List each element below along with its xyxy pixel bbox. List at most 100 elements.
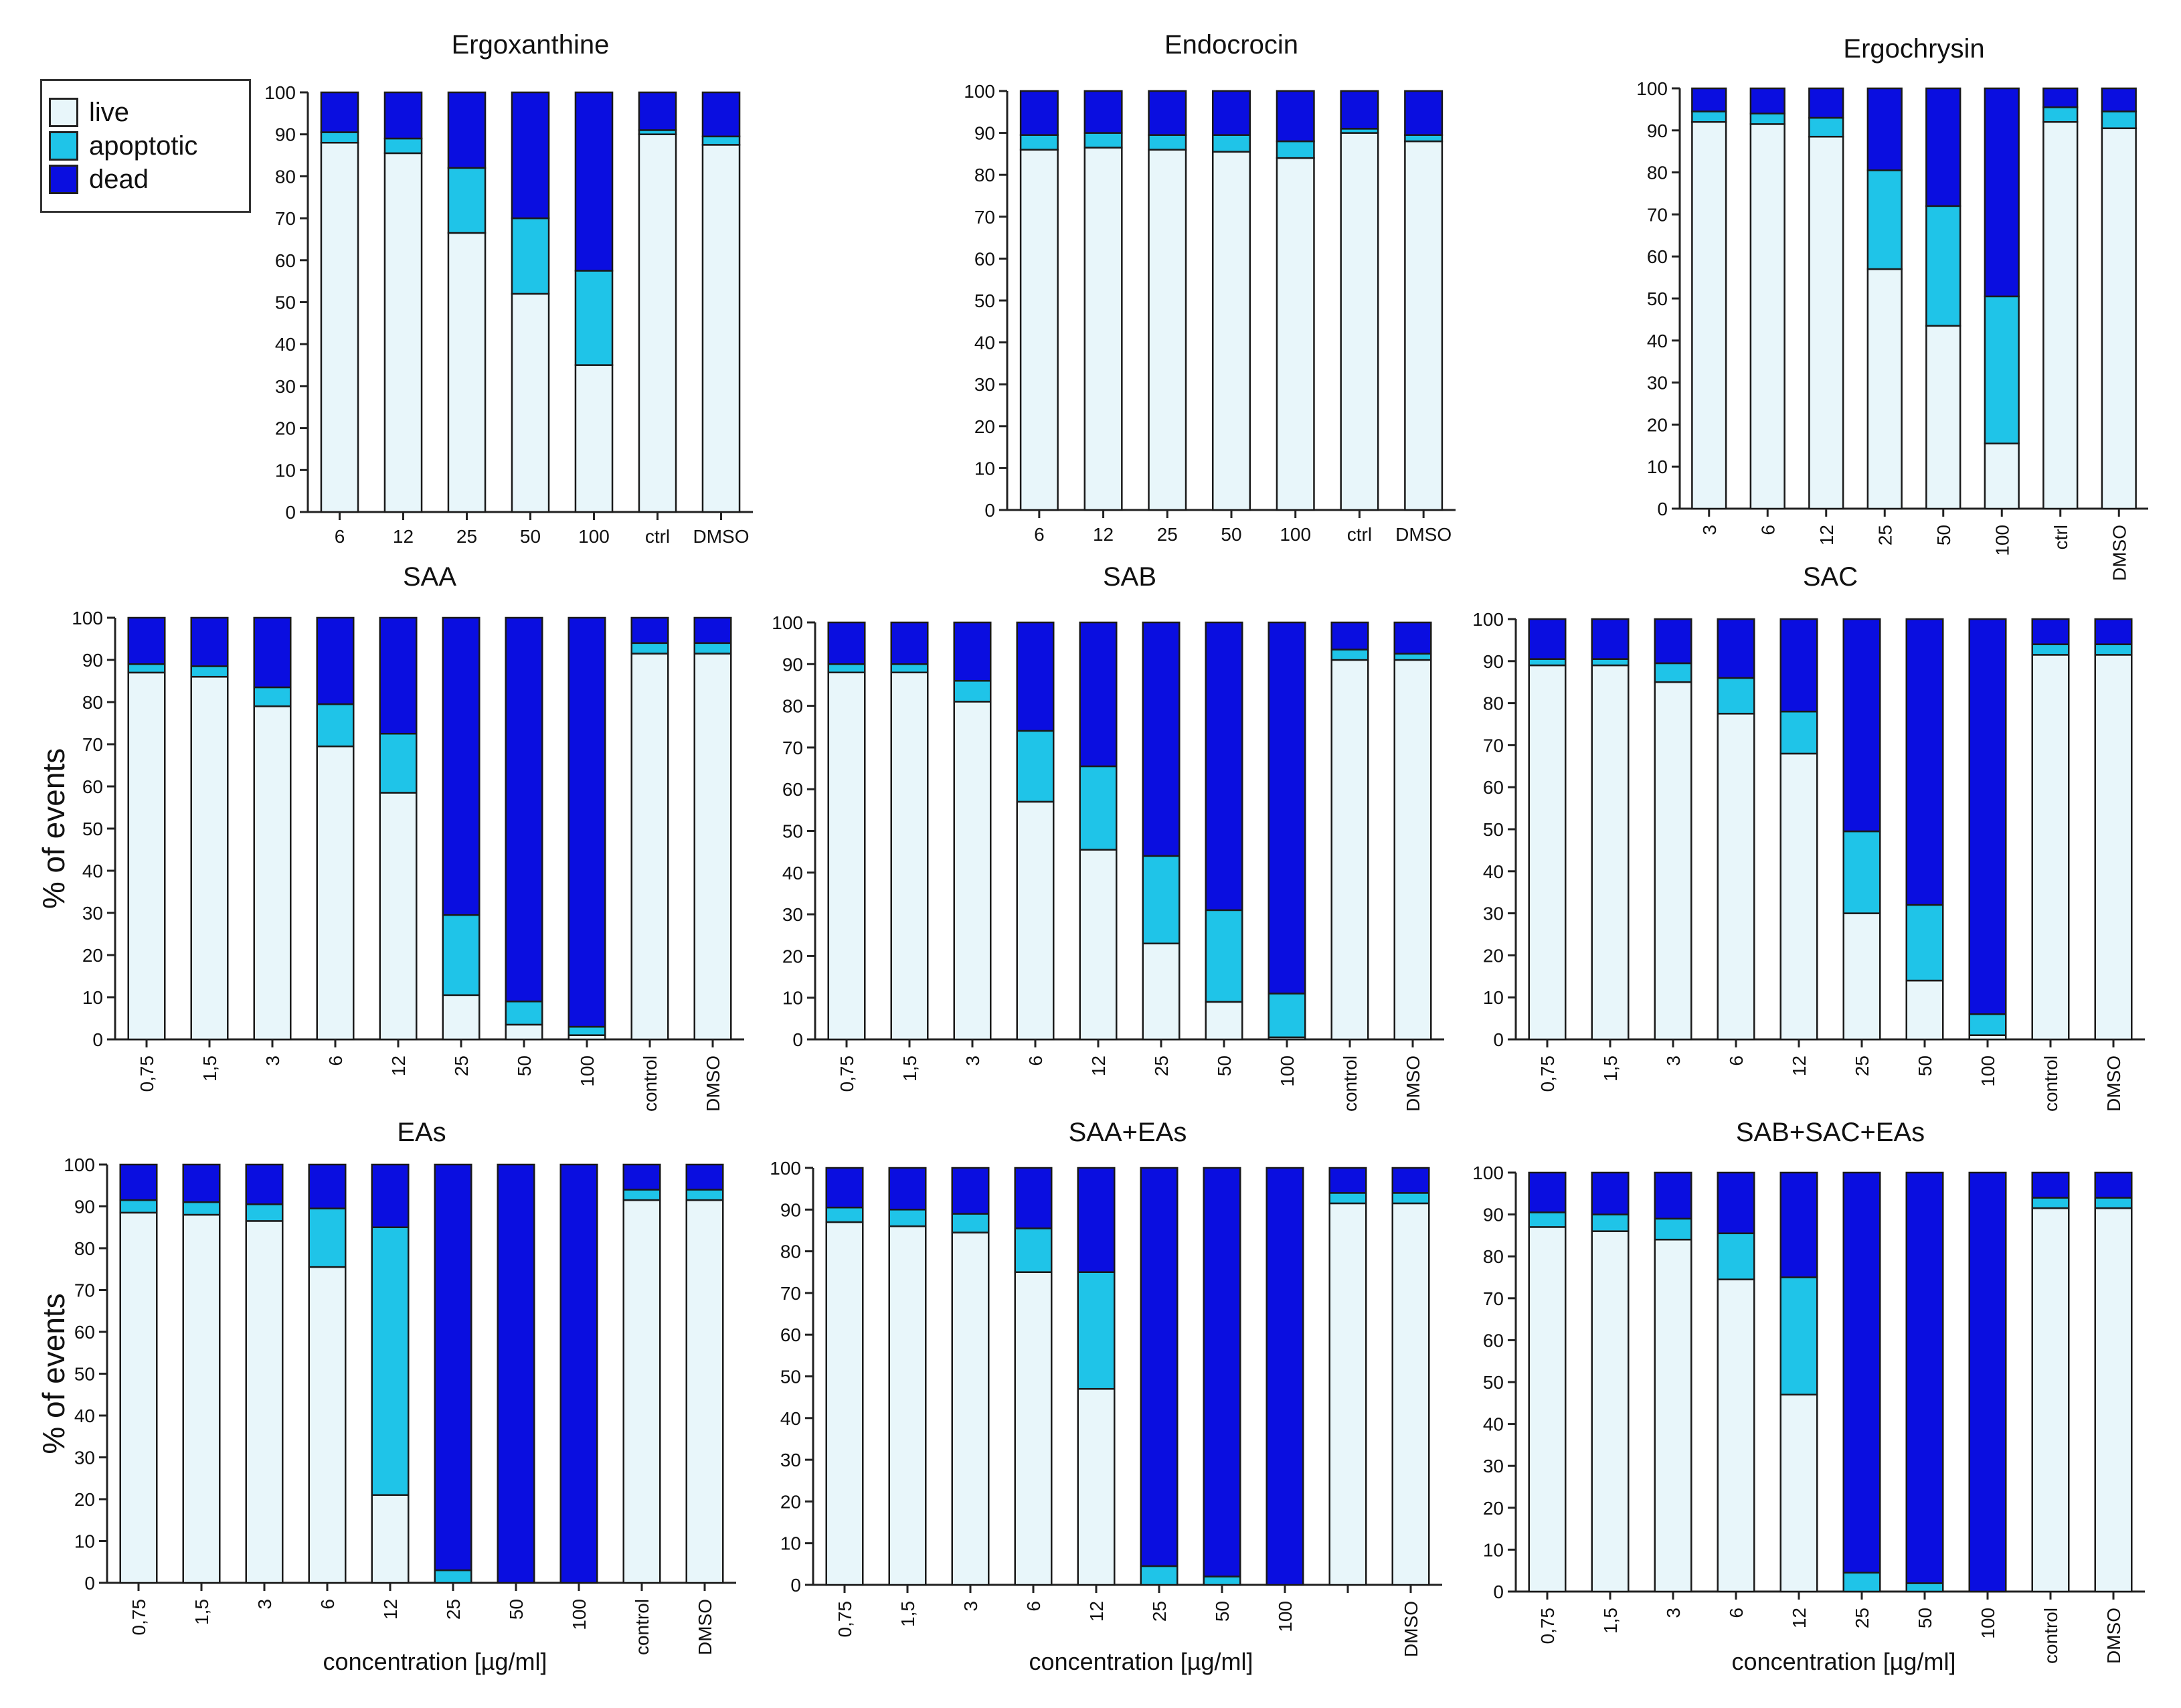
x-tick-label: 6 [1757, 525, 1778, 535]
y-tick-label: 30 [974, 374, 995, 395]
legend-item-live: live [49, 94, 129, 131]
y-tick-label: 10 [974, 458, 995, 479]
bar-live [253, 705, 292, 1041]
bar-apoptotic [320, 131, 359, 144]
bar-dead [127, 616, 166, 665]
bar-apoptotic [622, 1189, 661, 1201]
bar-dead [638, 91, 677, 131]
bar-apoptotic [1528, 658, 1567, 667]
x-tick-label: 25 [451, 1055, 472, 1076]
bar-live [1077, 1387, 1116, 1586]
bar-live [320, 141, 359, 513]
bar-apoptotic [316, 703, 355, 748]
bar-apoptotic [574, 270, 614, 366]
y-tick-label: 80 [1647, 163, 1668, 183]
y-tick-label: 90 [1483, 651, 1504, 672]
bar-apoptotic [568, 1025, 606, 1036]
y-tick-label: 30 [1647, 373, 1668, 394]
bar-apoptotic [434, 1569, 472, 1584]
y-tick-label: 100 [64, 1155, 95, 1175]
bar-dead [1330, 621, 1369, 651]
chart-title: SAC [1803, 562, 1858, 592]
y-tick-label: 90 [82, 650, 103, 671]
bar-apoptotic [1140, 1565, 1179, 1586]
bar-live [1328, 1202, 1367, 1586]
y-tick-label: 80 [780, 1242, 801, 1262]
bar-live [1014, 1271, 1053, 1586]
bar-live [1019, 149, 1059, 511]
chart-title: SAA+EAs [1069, 1118, 1187, 1147]
chart-title: SAB+SAC+EAs [1736, 1118, 1925, 1147]
x-tick-label: 25 [1852, 1055, 1872, 1076]
bar-dead [685, 1163, 724, 1191]
y-tick-label: 30 [82, 903, 103, 924]
x-tick-label: 100 [1978, 1608, 1998, 1639]
bar-apoptotic [685, 1189, 724, 1201]
x-tick-label: DMSO [693, 526, 750, 547]
chart-eas: EAs 0 10 20 30 40 50 60 70 80 90 100 0,75 1,5 3 6 12 25 50… [36, 1118, 736, 1675]
x-tick-label: 6 [1034, 524, 1045, 545]
bar-live [888, 1225, 927, 1586]
bar-dead [2101, 87, 2137, 112]
y-tick-label: 80 [82, 692, 103, 713]
bar-apoptotic [1968, 1013, 2007, 1036]
x-axis-label: concentration [µg/ml] [1029, 1648, 1253, 1675]
x-tick-label: control [640, 1055, 661, 1112]
chart-title: Endocrocin [1164, 30, 1298, 60]
bar-live [1404, 140, 1444, 511]
y-tick-label: 0 [1493, 1582, 1504, 1602]
y-tick-label: 40 [782, 863, 803, 883]
y-tick-label: 0 [1657, 499, 1668, 519]
y-tick-label: 60 [974, 248, 995, 269]
bar-apoptotic [2094, 643, 2133, 656]
x-tick-label: 100 [577, 1055, 598, 1087]
x-tick-label: 50 [520, 526, 541, 547]
bar-apoptotic [1691, 110, 1727, 123]
chart-title: SAA [403, 562, 456, 592]
bar-live [1528, 664, 1567, 1041]
bar-apoptotic [1083, 132, 1123, 149]
y-tick-label: 40 [780, 1408, 801, 1429]
bar-apoptotic [119, 1199, 158, 1214]
bar-live [2042, 120, 2079, 510]
x-tick-label: 25 [1852, 1608, 1872, 1628]
y-tick-label: 50 [974, 290, 995, 311]
bar-live [630, 653, 669, 1041]
y-tick-label: 30 [275, 376, 296, 397]
bar-dead [447, 91, 487, 169]
bar-live [574, 364, 614, 513]
x-tick-label: DMSO [695, 1599, 715, 1655]
bar-apoptotic [1148, 134, 1187, 151]
bar-apoptotic [371, 1226, 410, 1496]
bar-live [2101, 127, 2137, 510]
bar-dead [2094, 1171, 2133, 1199]
bar-apoptotic [1528, 1211, 1567, 1228]
y-tick-label: 20 [780, 1491, 801, 1512]
chart-title: Ergochrysin [1843, 34, 1984, 64]
bar-live [2094, 1207, 2133, 1593]
bar-live [1925, 325, 1961, 510]
bar-apoptotic [951, 1213, 990, 1233]
y-tick-label: 40 [82, 861, 103, 881]
x-tick-label: 50 [1915, 1055, 1935, 1076]
bar-apoptotic [1014, 1227, 1053, 1273]
bar-live [119, 1211, 158, 1584]
bar-apoptotic [1654, 662, 1692, 683]
y-tick-label: 10 [1483, 987, 1504, 1008]
x-tick-label: control [2040, 1055, 2061, 1112]
bar-dead [1340, 90, 1379, 130]
bar-dead [1528, 618, 1567, 660]
bar-live [1842, 912, 1881, 1041]
y-tick-label: 30 [1483, 904, 1504, 924]
bar-live [371, 1494, 410, 1584]
bar-live [1779, 752, 1818, 1041]
bar-live [383, 152, 423, 513]
bar-live [308, 1266, 347, 1584]
y-tick-label: 20 [275, 418, 296, 439]
bar-apoptotic [442, 914, 481, 997]
bar-apoptotic [1717, 677, 1755, 715]
bar-apoptotic [182, 1201, 221, 1216]
bar-dead [888, 1167, 927, 1211]
bar-live [1211, 151, 1251, 511]
x-tick-label: ctrl [2051, 525, 2071, 549]
